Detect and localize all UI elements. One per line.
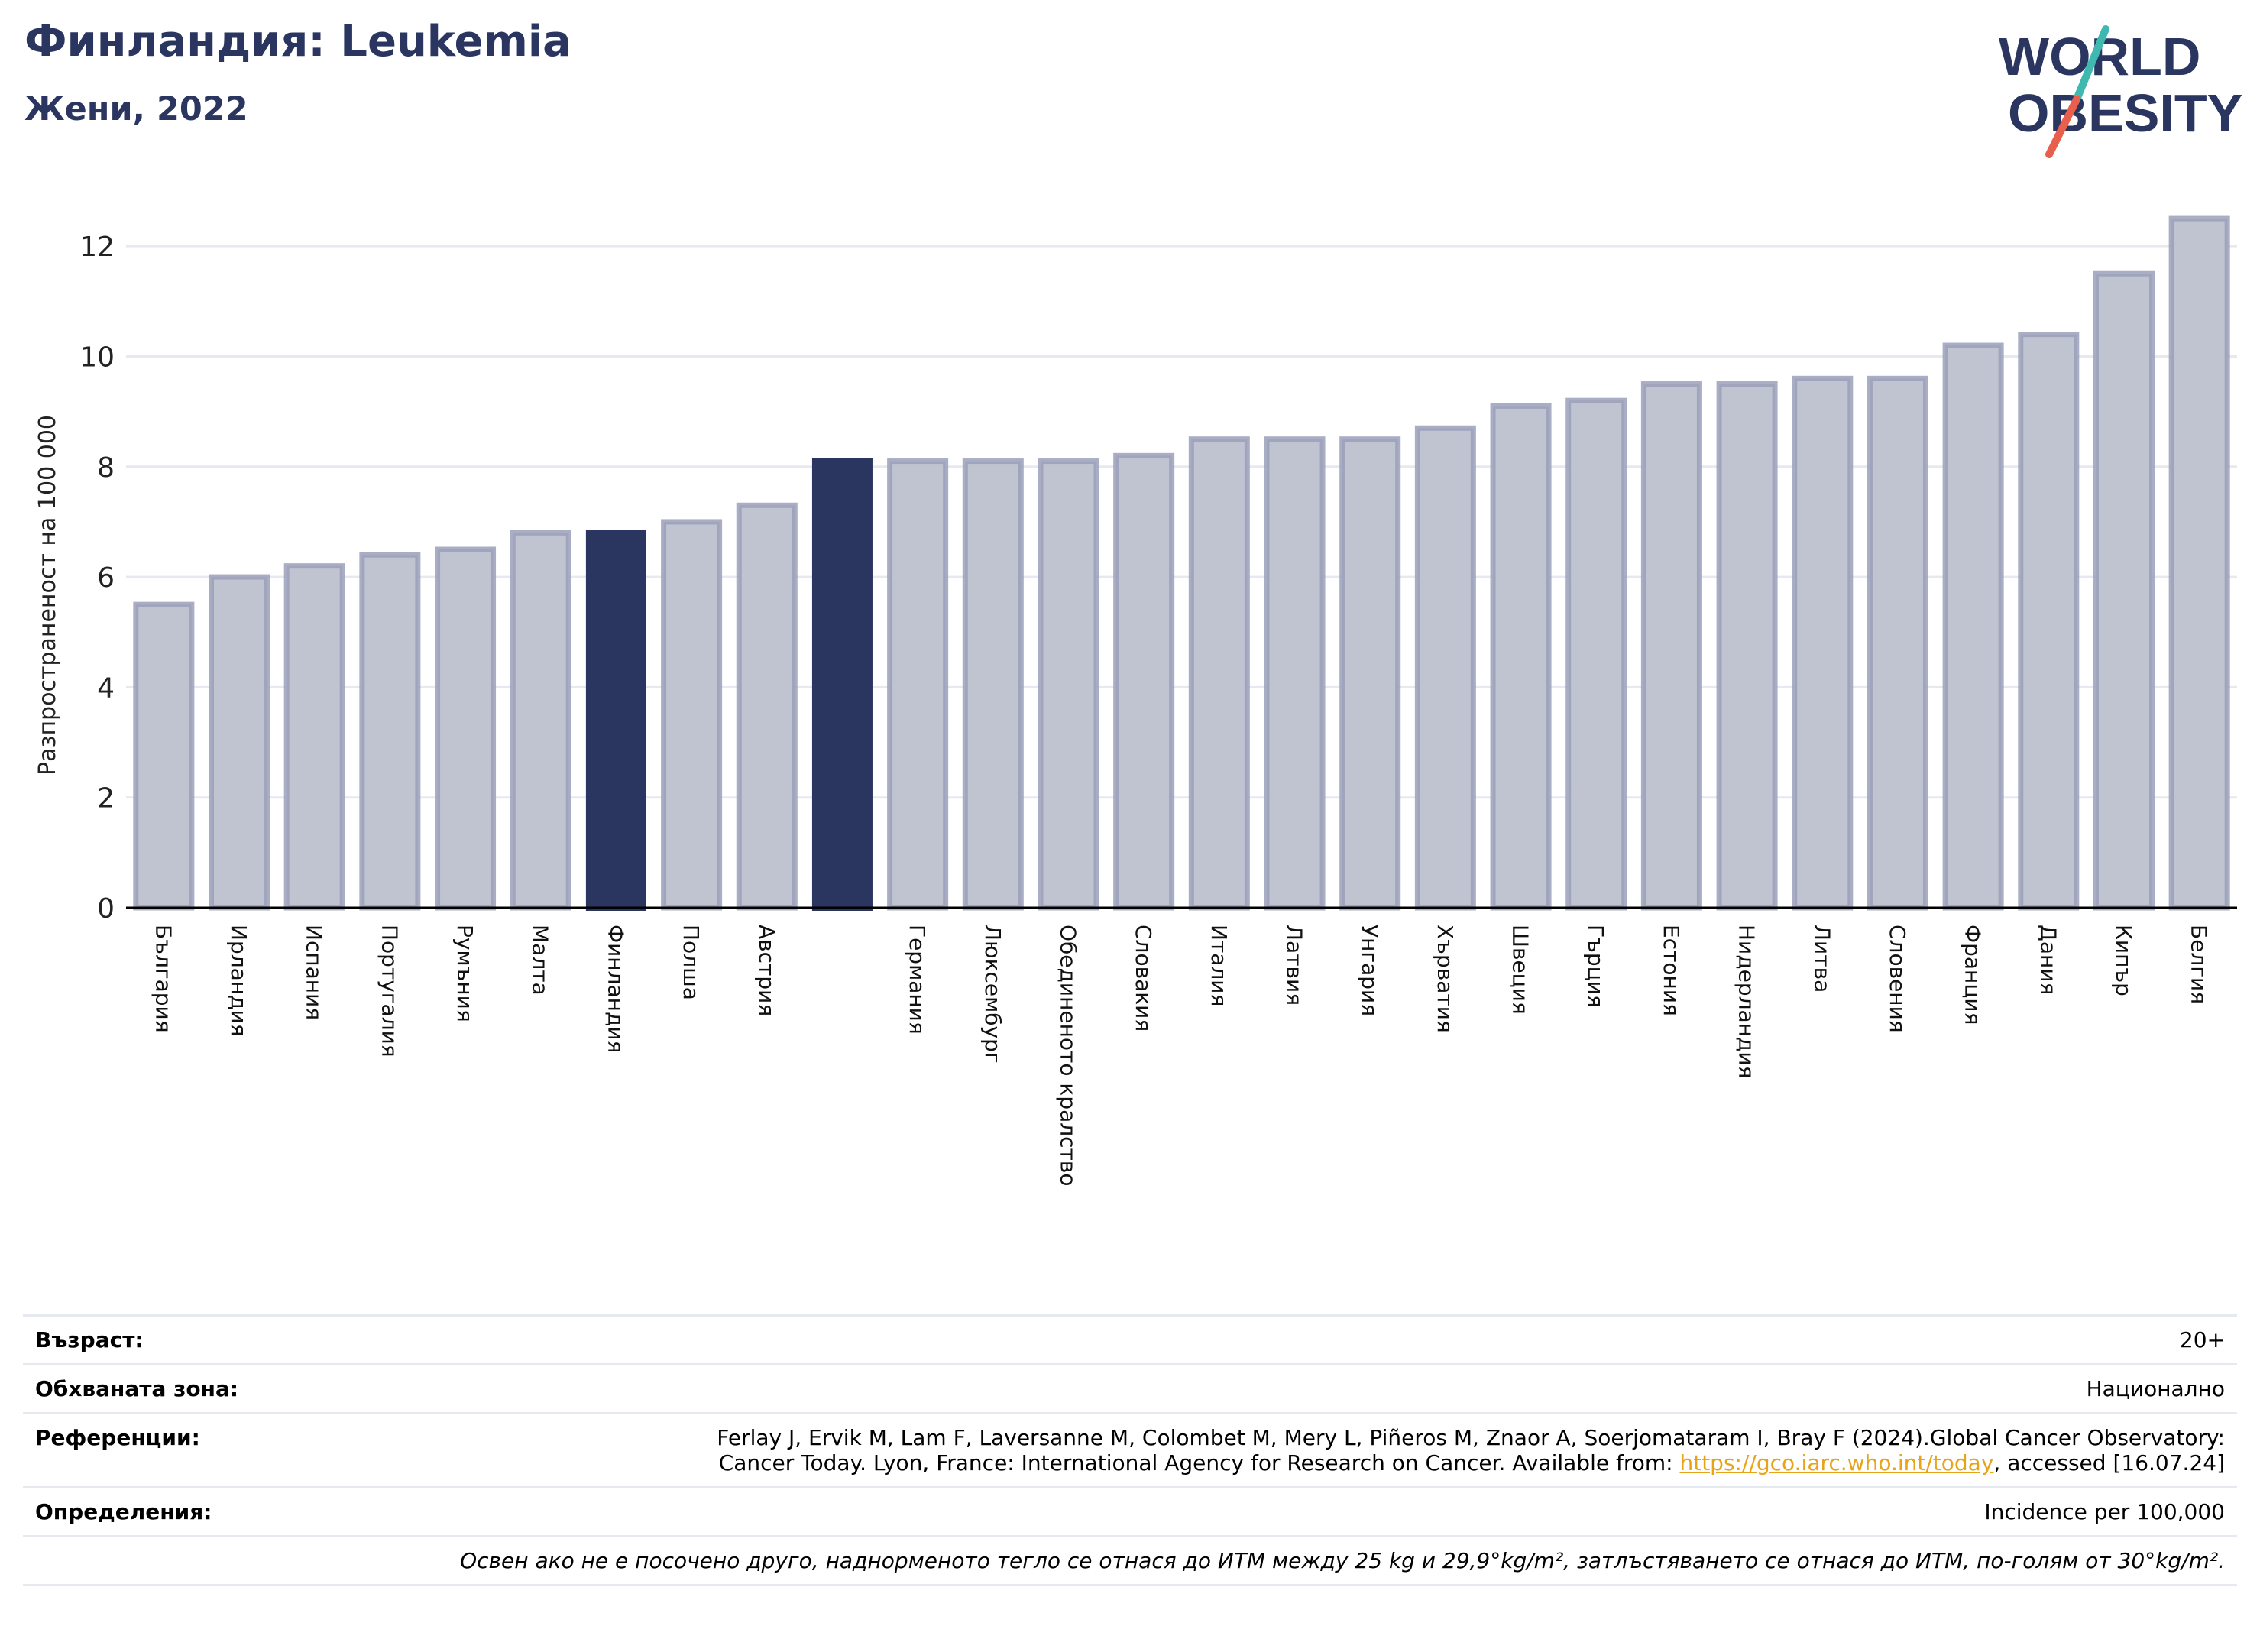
chart-subtitle: Жени, 2022 bbox=[24, 90, 248, 128]
references-line2-post: , accessed [16.07.24] bbox=[1993, 1450, 2225, 1475]
logo-slash-teal bbox=[2073, 25, 2109, 103]
bar bbox=[2018, 332, 2080, 911]
bar bbox=[1942, 342, 2004, 911]
y-tick-label: 12 bbox=[79, 232, 115, 263]
x-tick-label: Словакия bbox=[1131, 925, 1156, 1032]
bar bbox=[736, 502, 798, 911]
footnote: Освен ако не е посочено друго, наднормен… bbox=[23, 1535, 2237, 1586]
bar bbox=[661, 519, 723, 911]
info-row-area: Обхваната зона: Национално bbox=[23, 1363, 2237, 1414]
bar bbox=[1640, 381, 1702, 911]
x-tick-label: Люксембург bbox=[980, 925, 1005, 1064]
bar-chart: 0 2 4 6 8 10 12 Разпространеност на 100 000 Бълг… bbox=[34, 215, 2237, 1186]
area-label: Обхваната зона: bbox=[23, 1363, 307, 1414]
highlighted-bar bbox=[811, 458, 873, 911]
age-value: 20+ bbox=[307, 1314, 2237, 1365]
logo-word-obesity: OBESITY bbox=[2008, 83, 2242, 143]
bar bbox=[1339, 436, 1401, 911]
x-tick-label: Португалия bbox=[377, 925, 402, 1058]
bar bbox=[1565, 397, 1627, 911]
x-tick-label: Италия bbox=[1206, 925, 1232, 1006]
bar bbox=[283, 563, 345, 911]
info-row-definitions: Определения: Incidence per 100,000 bbox=[23, 1486, 2237, 1537]
chart-title: Финландия: Leukemia bbox=[24, 17, 571, 66]
bar bbox=[2093, 270, 2155, 911]
references-link[interactable]: https://gco.iarc.who.int/today bbox=[1679, 1450, 1994, 1475]
logo-slash-coral bbox=[2045, 96, 2080, 158]
x-tick-label: Обединеното кралство bbox=[1055, 925, 1080, 1186]
x-tick-label: Румъния bbox=[452, 925, 478, 1022]
bar bbox=[1038, 458, 1099, 911]
y-tick-label: 10 bbox=[79, 342, 115, 373]
x-tick-label: Франция bbox=[1961, 925, 1986, 1025]
y-axis-label: Разпространеност на 100 000 bbox=[34, 415, 61, 776]
bar bbox=[1490, 403, 1552, 911]
bar bbox=[1113, 452, 1175, 911]
y-tick-label: 8 bbox=[97, 452, 115, 484]
x-tick-label: Австрия bbox=[754, 925, 779, 1016]
bar bbox=[1867, 375, 1928, 911]
x-tick-label: Латвия bbox=[1282, 925, 1307, 1006]
x-tick-label: Унгария bbox=[1357, 925, 1382, 1016]
x-tick-label: Словения bbox=[1885, 925, 1910, 1033]
x-tick-label: България bbox=[151, 925, 176, 1033]
x-tick-label: Белгия bbox=[2187, 925, 2212, 1004]
info-row-footnote: Освен ако не е посочено друго, наднормен… bbox=[23, 1535, 2237, 1586]
bar bbox=[133, 601, 195, 911]
y-tick-label: 2 bbox=[97, 783, 115, 815]
y-tick-label: 6 bbox=[97, 562, 115, 594]
references-value: Ferlay J, Ervik M, Lam F, Laversanne M, … bbox=[307, 1412, 2237, 1488]
world-obesity-logo: WORLD OBESITY bbox=[1999, 25, 2242, 158]
bar bbox=[1188, 436, 1250, 911]
bar bbox=[962, 458, 1024, 911]
references-line2-pre: Cancer Today. Lyon, France: Internationa… bbox=[718, 1450, 1680, 1475]
bar bbox=[1264, 436, 1326, 911]
bar bbox=[209, 574, 270, 911]
bar bbox=[359, 552, 421, 911]
bar bbox=[1792, 375, 1854, 911]
x-tick-label: Финландия bbox=[603, 925, 628, 1053]
age-label: Възраст: bbox=[23, 1314, 307, 1365]
info-row-references: Референции: Ferlay J, Ervik M, Lam F, La… bbox=[23, 1412, 2237, 1488]
bar bbox=[510, 530, 571, 911]
references-line1: Ferlay J, Ervik M, Lam F, Laversanne M, … bbox=[717, 1425, 2225, 1450]
x-tick-label: Дания bbox=[2035, 925, 2061, 995]
definitions-value: Incidence per 100,000 bbox=[307, 1486, 2237, 1537]
x-tick-label: Полша bbox=[678, 925, 704, 1000]
bar bbox=[1716, 381, 1778, 911]
x-tick-label: Ирландия bbox=[226, 925, 251, 1036]
bar bbox=[1414, 425, 1476, 911]
y-tick-label: 4 bbox=[97, 672, 115, 704]
info-table: Възраст: 20+ Обхваната зона: Национално … bbox=[23, 1314, 2237, 1586]
x-tick-label: Нидерландия bbox=[1734, 925, 1760, 1078]
x-tick-label: Литва bbox=[1809, 925, 1834, 993]
x-tick-label: Испания bbox=[302, 925, 327, 1020]
area-value: Национално bbox=[307, 1363, 2237, 1414]
x-tick-label: Естония bbox=[1659, 925, 1684, 1016]
x-tick-label: Малта bbox=[528, 925, 553, 996]
bar bbox=[2168, 215, 2230, 911]
info-row-age: Възраст: 20+ bbox=[23, 1314, 2237, 1365]
x-tick-label: Швеция bbox=[1508, 925, 1533, 1015]
highlighted-bar bbox=[585, 530, 646, 911]
x-tick-label: Германия bbox=[905, 925, 930, 1035]
y-tick-label: 0 bbox=[97, 893, 115, 925]
x-tick-label: Хърватия bbox=[1433, 925, 1458, 1033]
bar bbox=[887, 458, 949, 911]
bar bbox=[435, 546, 497, 911]
definitions-label: Определения: bbox=[23, 1486, 307, 1537]
x-tick-label: Кипър bbox=[2111, 925, 2136, 996]
x-tick-label: Гърция bbox=[1583, 925, 1608, 1008]
references-label: Референции: bbox=[23, 1412, 307, 1488]
